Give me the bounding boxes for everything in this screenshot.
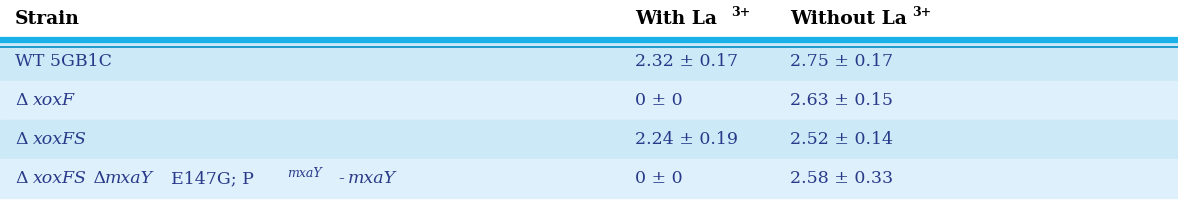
Bar: [0, 0, 1178, 42]
Bar: [0, 42, 1178, 81]
Text: 2.75 ± 0.17: 2.75 ± 0.17: [790, 53, 893, 70]
Text: Strain: Strain: [15, 10, 80, 28]
Text: Δ: Δ: [15, 131, 27, 148]
Text: -: -: [338, 170, 344, 187]
Text: Δ: Δ: [88, 170, 106, 187]
Text: xoxFS: xoxFS: [33, 170, 87, 187]
Text: xoxF: xoxF: [33, 92, 75, 109]
Text: 2.52 ± 0.14: 2.52 ± 0.14: [790, 131, 893, 148]
Text: 2.24 ± 0.19: 2.24 ± 0.19: [635, 131, 737, 148]
Text: 3+: 3+: [912, 5, 932, 19]
Text: 2.63 ± 0.15: 2.63 ± 0.15: [790, 92, 893, 109]
Text: xoxFS: xoxFS: [33, 131, 87, 148]
Text: 0 ± 0: 0 ± 0: [635, 92, 682, 109]
Text: WT 5GB1C: WT 5GB1C: [15, 53, 112, 70]
Text: Without La: Without La: [790, 10, 907, 28]
Text: mxaY: mxaY: [105, 170, 153, 187]
Text: 2.32 ± 0.17: 2.32 ± 0.17: [635, 53, 739, 70]
Bar: [0, 159, 1178, 198]
Text: Δ: Δ: [15, 92, 27, 109]
Text: 0 ± 0: 0 ± 0: [635, 170, 682, 187]
Bar: [0, 81, 1178, 120]
Text: E147G; P: E147G; P: [160, 170, 254, 187]
Bar: [0, 120, 1178, 159]
Text: mxaY: mxaY: [348, 170, 396, 187]
Text: 3+: 3+: [732, 5, 750, 19]
Text: Δ: Δ: [15, 170, 27, 187]
Text: mxaY: mxaY: [287, 167, 322, 180]
Text: With La: With La: [635, 10, 717, 28]
Text: 2.58 ± 0.33: 2.58 ± 0.33: [790, 170, 893, 187]
